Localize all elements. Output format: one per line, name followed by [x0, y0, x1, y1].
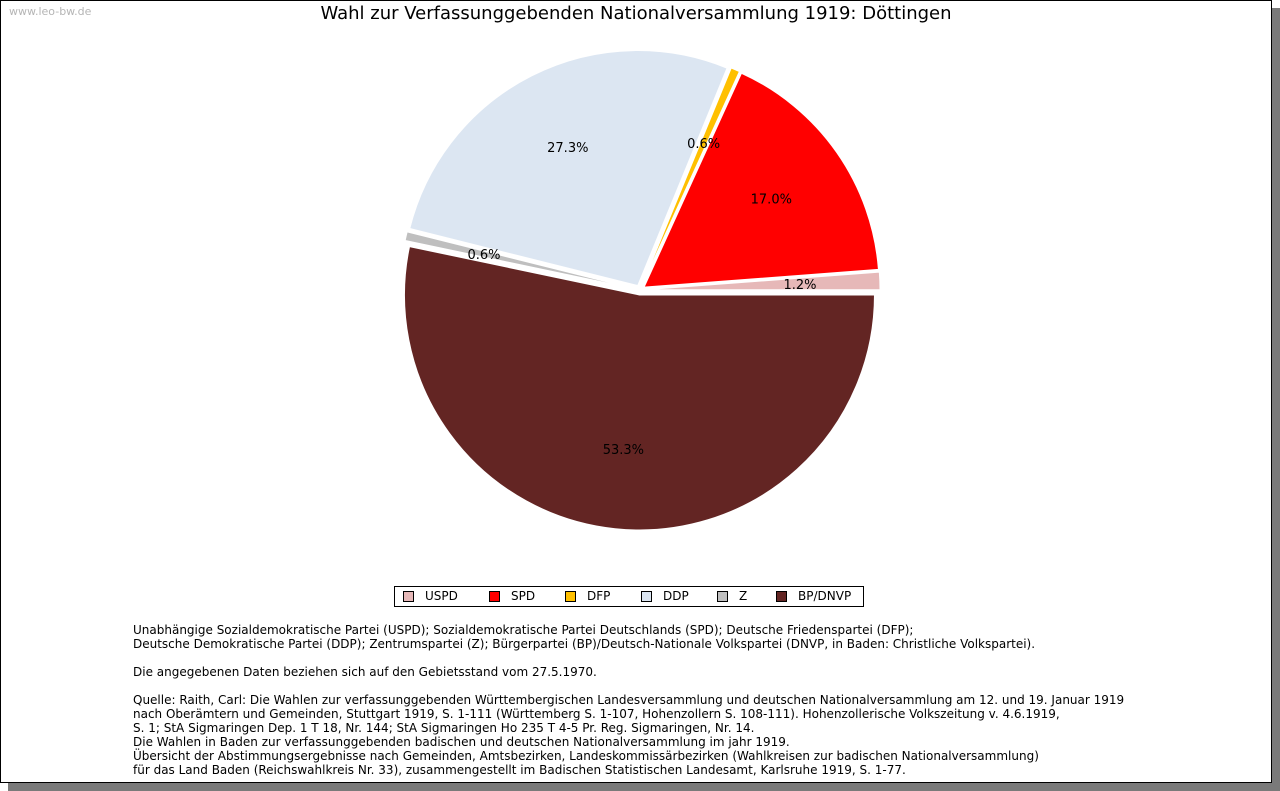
- pie-slice-ddp: [409, 50, 728, 287]
- pie-labels: 1.2% 17.0% 0.6% 27.3% 0.6% 53.3%: [467, 137, 816, 458]
- pie-label-dfp: 0.6%: [687, 137, 720, 152]
- legend-swatch-bp-dnvp: [776, 591, 787, 602]
- legend-label-ddp: DDP: [663, 589, 689, 603]
- pie-slice-z: [404, 231, 636, 290]
- pie-slice-uspd: [644, 271, 881, 291]
- pie-slices: [403, 50, 881, 531]
- notes-gebietsstand-line: Die angegebenen Daten beziehen sich auf …: [133, 665, 597, 679]
- notes: Unabhängige Sozialdemokratische Partei (…: [133, 623, 1233, 791]
- legend-label-dfp: DFP: [587, 589, 611, 603]
- pie-label-spd: 17.0%: [751, 192, 792, 207]
- notes-source-line: S. 1; StA Sigmaringen Dep. 1 T 18, Nr. 1…: [133, 721, 755, 735]
- pie-label-z: 0.6%: [467, 248, 500, 263]
- legend-swatch-z: [717, 591, 728, 602]
- notes-gebietsstand: Die angegebenen Daten beziehen sich auf …: [133, 665, 1233, 679]
- watermark: www.leo-bw.de: [9, 5, 92, 18]
- legend: USPD SPD DFP DDP Z BP/DNVP: [394, 586, 864, 607]
- legend-label-bp-dnvp: BP/DNVP: [798, 589, 852, 603]
- notes-source-line: nach Oberämtern und Gemeinden, Stuttgart…: [133, 707, 1060, 721]
- notes-source-line: Die Wahlen in Baden zur verfassunggebend…: [133, 735, 790, 749]
- pie-slice-dfp: [641, 67, 741, 286]
- pie-label-bp-dnvp: 53.3%: [603, 443, 644, 458]
- legend-swatch-spd: [489, 591, 500, 602]
- notes-source-line: Quelle: Raith, Carl: Die Wahlen zur verf…: [133, 693, 1125, 707]
- notes-source-line: für das Land Baden (Reichswahlkreis Nr. …: [133, 763, 906, 777]
- chart-title: Wahl zur Verfassunggebenden Nationalvers…: [320, 3, 952, 24]
- notes-parties: Unabhängige Sozialdemokratische Partei (…: [133, 623, 1233, 651]
- notes-source: Quelle: Raith, Carl: Die Wahlen zur verf…: [133, 693, 1233, 777]
- notes-parties-line: Deutsche Demokratische Partei (DDP); Zen…: [133, 637, 1036, 651]
- legend-label-spd: SPD: [511, 589, 536, 603]
- legend-swatch-dfp: [565, 591, 576, 602]
- notes-source-line: Übersicht der Abstimmungsergebnisse nach…: [133, 749, 1039, 763]
- pie-slice-spd: [643, 72, 879, 288]
- legend-swatch-uspd: [403, 591, 414, 602]
- frame-shadow-right: [1272, 8, 1280, 791]
- legend-label-z: Z: [739, 589, 748, 603]
- legend-label-uspd: USPD: [425, 589, 458, 603]
- frame-shadow-bottom: [8, 783, 1280, 791]
- pie-chart: 1.2% 17.0% 0.6% 27.3% 0.6% 53.3%: [403, 50, 881, 531]
- pie-slice-bp-dnvp: [403, 246, 875, 531]
- pie-label-ddp: 27.3%: [547, 141, 588, 156]
- notes-parties-line: Unabhängige Sozialdemokratische Partei (…: [133, 623, 914, 637]
- pie-label-uspd: 1.2%: [783, 278, 816, 293]
- legend-swatch-ddp: [641, 591, 652, 602]
